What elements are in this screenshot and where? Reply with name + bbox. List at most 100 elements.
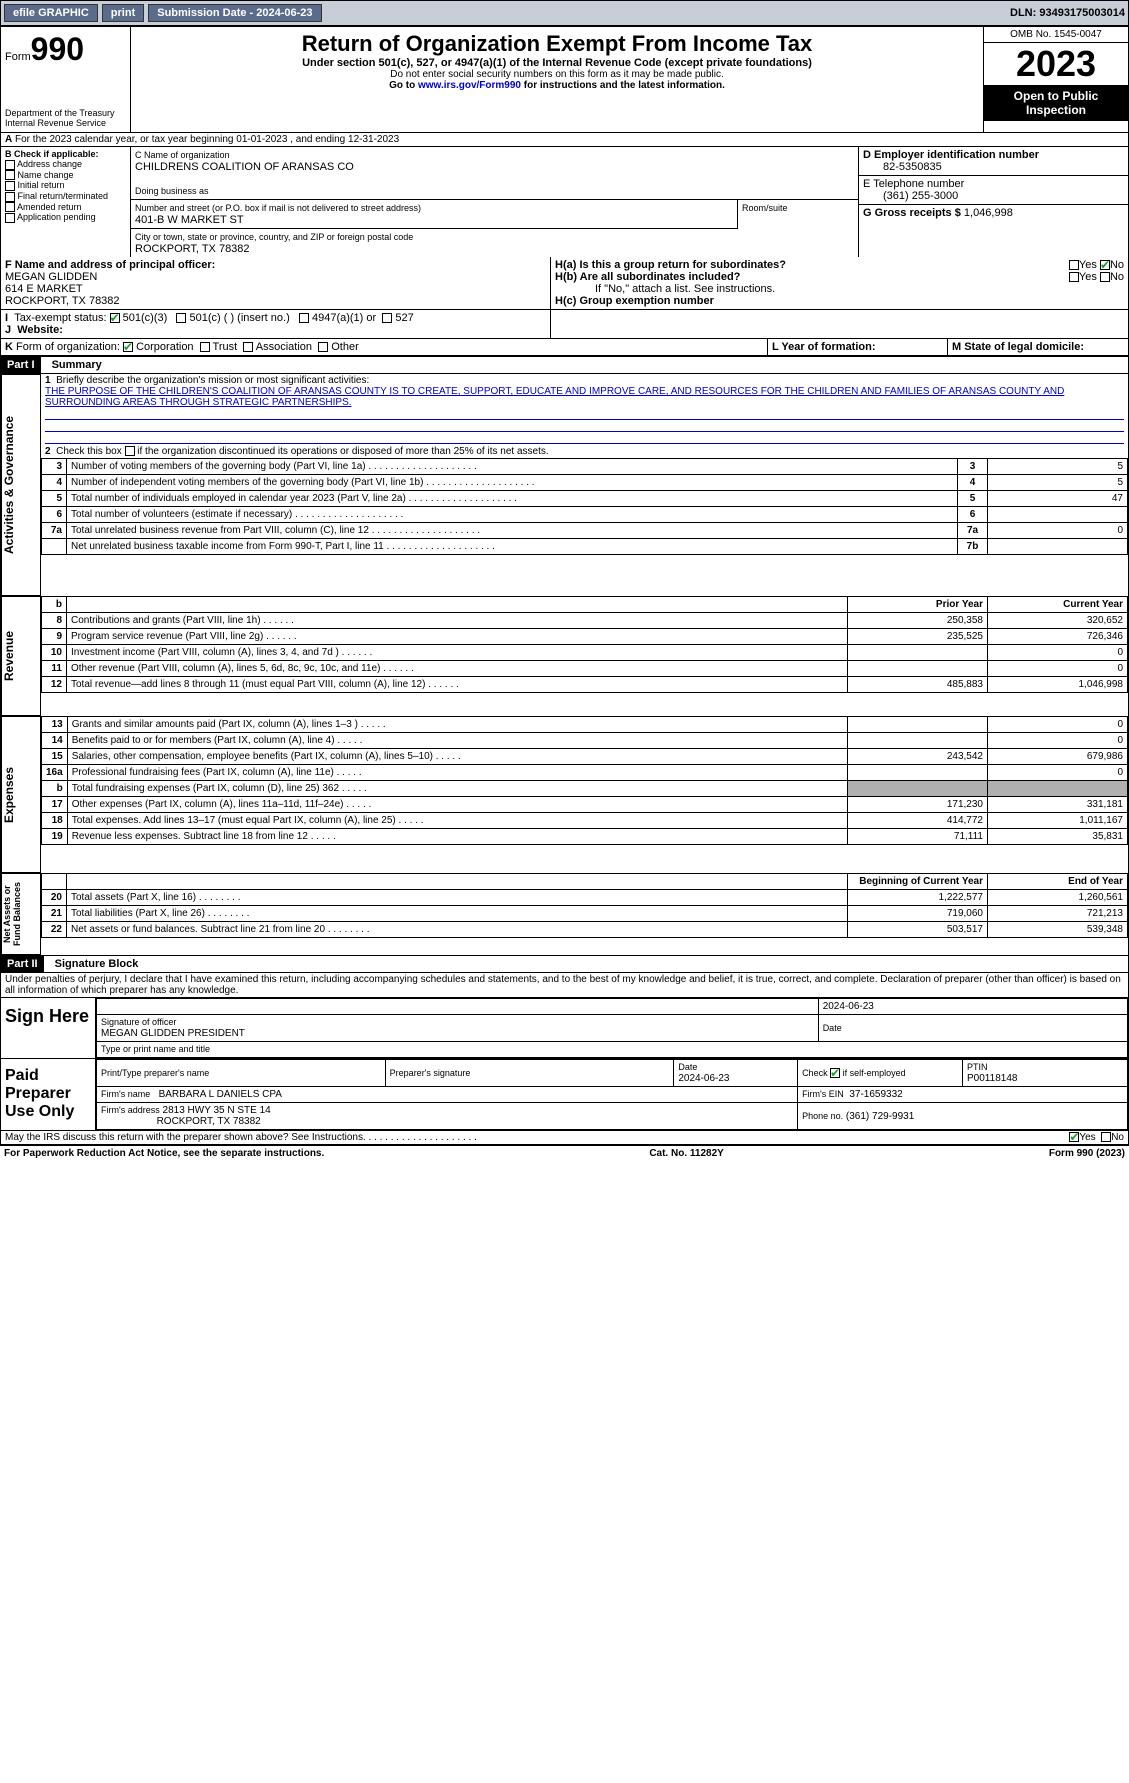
chk-527[interactable] xyxy=(382,313,392,323)
hb-note: If "No," attach a list. See instructions… xyxy=(555,283,1124,295)
ha-lbl: H(a) Is this a group return for subordin… xyxy=(555,259,786,271)
inspection: Open to Public Inspection xyxy=(984,85,1128,121)
hb-yes[interactable] xyxy=(1069,272,1079,282)
summary-na: Net Assets or Fund Balances Beginning of… xyxy=(1,873,1128,955)
ha-no[interactable] xyxy=(1100,260,1110,270)
part1-title: Summary xyxy=(44,359,102,371)
l1-lbl: Briefly describe the organization's miss… xyxy=(56,375,369,386)
box-k: K Form of organization: Corporation Trus… xyxy=(1,339,768,355)
section-fh: F Name and address of principal officer:… xyxy=(1,257,1128,310)
chk-final[interactable] xyxy=(5,192,15,202)
g-lbl: G Gross receipts $ xyxy=(863,207,961,219)
prep-name-lbl: Print/Type preparer's name xyxy=(101,1068,209,1078)
chk-address[interactable] xyxy=(5,160,15,170)
firm-addr2: ROCKPORT, TX 78382 xyxy=(157,1116,261,1127)
m-lbl: M State of legal domicile: xyxy=(952,341,1084,353)
hb-no[interactable] xyxy=(1100,272,1110,282)
date-lbl: Date xyxy=(823,1023,842,1033)
chk-self-emp[interactable] xyxy=(830,1068,840,1078)
discuss-yes[interactable] xyxy=(1069,1132,1079,1142)
phone: (361) 729-9931 xyxy=(846,1111,914,1122)
form-990: Form990 Department of the Treasury Inter… xyxy=(0,26,1129,1146)
opt-amended: Amended return xyxy=(17,202,82,212)
part1-header: Part I Summary xyxy=(1,356,1128,374)
na-table: Beginning of Current YearEnd of Year 20T… xyxy=(41,873,1128,938)
hc-lbl: H(c) Group exemption number xyxy=(555,295,714,307)
l-lbl: L Year of formation: xyxy=(772,341,876,353)
discuss-no[interactable] xyxy=(1101,1132,1111,1142)
mission-text: THE PURPOSE OF THE CHILDREN'S COALITION … xyxy=(45,386,1064,408)
part2-header: Part II Signature Block xyxy=(1,955,1128,973)
c-name: CHILDRENS COALITION OF ARANSAS CO xyxy=(135,161,354,173)
part1-hdr: Part I xyxy=(1,357,41,373)
line-a: A For the 2023 calendar year, or tax yea… xyxy=(1,133,1128,147)
l2-text: Check this box if the organization disco… xyxy=(56,446,549,457)
no-lbl: No xyxy=(1111,1132,1124,1143)
box-m: M State of legal domicile: xyxy=(948,339,1128,355)
f-lbl: F Name and address of principal officer: xyxy=(5,259,215,271)
line-a-text: For the 2023 calendar year, or tax year … xyxy=(15,134,399,145)
rev-table: bPrior YearCurrent Year 8Contributions a… xyxy=(41,596,1128,693)
goto-pre: Go to xyxy=(389,80,418,91)
f-name: MEGAN GLIDDEN xyxy=(5,271,97,283)
efile-btn[interactable]: efile GRAPHIC xyxy=(4,4,98,22)
chk-501c[interactable] xyxy=(176,313,186,323)
box-i: I Tax-exempt status: 501(c)(3) 501(c) ( … xyxy=(1,310,551,338)
c-city-lbl: City or town, state or province, country… xyxy=(135,232,413,242)
ha-yes[interactable] xyxy=(1069,260,1079,270)
cat: Cat. No. 11282Y xyxy=(649,1148,723,1159)
irs-link[interactable]: www.irs.gov/Form990 xyxy=(418,80,521,91)
pra: For Paperwork Reduction Act Notice, see … xyxy=(4,1148,324,1159)
c-addr-lbl: Number and street (or P.O. box if mail i… xyxy=(135,203,421,213)
ag-table: 3Number of voting members of the governi… xyxy=(41,458,1128,555)
summary-ag: Activities & Governance 1 Briefly descri… xyxy=(1,374,1128,596)
j-lbl: Website: xyxy=(17,324,63,336)
dept-label: Department of the Treasury Internal Reve… xyxy=(5,108,126,128)
f-addr2: ROCKPORT, TX 78382 xyxy=(5,295,120,307)
o-4947: 4947(a)(1) or xyxy=(312,312,376,324)
exp-table: 13Grants and similar amounts paid (Part … xyxy=(41,716,1128,845)
prep-date: 2024-06-23 xyxy=(678,1073,729,1084)
print-btn[interactable]: print xyxy=(102,4,144,22)
g-val: 1,046,998 xyxy=(964,207,1013,219)
chk-l2[interactable] xyxy=(125,446,135,456)
box-l: L Year of formation: xyxy=(768,339,948,355)
form-subtitle: Under section 501(c), 527, or 4947(a)(1)… xyxy=(135,57,979,69)
chk-name[interactable] xyxy=(5,170,15,180)
hb-lbl: H(b) Are all subordinates included? xyxy=(555,271,740,283)
chk-assoc[interactable] xyxy=(243,342,253,352)
chk-initial[interactable] xyxy=(5,181,15,191)
sig-date1: 2024-06-23 xyxy=(818,999,1127,1015)
box-h: H(a) Is this a group return for subordin… xyxy=(551,257,1128,309)
chk-501c3[interactable] xyxy=(110,313,120,323)
chk-amended[interactable] xyxy=(5,202,15,212)
type-name-lbl: Type or print name and title xyxy=(101,1044,210,1054)
summary-rev: Revenue bPrior YearCurrent Year 8Contrib… xyxy=(1,596,1128,716)
firm-name-lbl: Firm's name xyxy=(101,1089,150,1099)
hdr-beg: Beginning of Current Year xyxy=(848,874,988,890)
o-other: Other xyxy=(331,341,359,353)
side-rev: Revenue xyxy=(2,597,16,715)
sig-officer-lbl: Signature of officer xyxy=(101,1017,176,1027)
chk-pending[interactable] xyxy=(5,213,15,223)
form-ref: Form 990 (2023) xyxy=(1049,1148,1125,1159)
tax-year: 2023 xyxy=(984,43,1128,85)
prep-sig-lbl: Preparer's signature xyxy=(390,1068,471,1078)
firm-name: BARBARA L DANIELS CPA xyxy=(159,1089,282,1100)
box-b-title: B Check if applicable: xyxy=(5,149,99,159)
o-501c: 501(c) ( ) (insert no.) xyxy=(190,312,290,324)
chk-corp[interactable] xyxy=(123,342,133,352)
chk-other[interactable] xyxy=(318,342,328,352)
part2-title: Signature Block xyxy=(47,958,139,970)
c-addr: 401-B W MARKET ST xyxy=(135,214,244,226)
opt-initial: Initial return xyxy=(18,180,65,190)
footer: For Paperwork Reduction Act Notice, see … xyxy=(0,1146,1129,1161)
sign-here: Sign Here xyxy=(1,998,96,1058)
o-trust: Trust xyxy=(213,341,238,353)
part2-hdr: Part II xyxy=(1,956,44,972)
chk-trust[interactable] xyxy=(200,342,210,352)
summary-exp: Expenses 13Grants and similar amounts pa… xyxy=(1,716,1128,873)
opt-final: Final return/terminated xyxy=(18,191,109,201)
o-527: 527 xyxy=(395,312,413,324)
chk-4947[interactable] xyxy=(299,313,309,323)
